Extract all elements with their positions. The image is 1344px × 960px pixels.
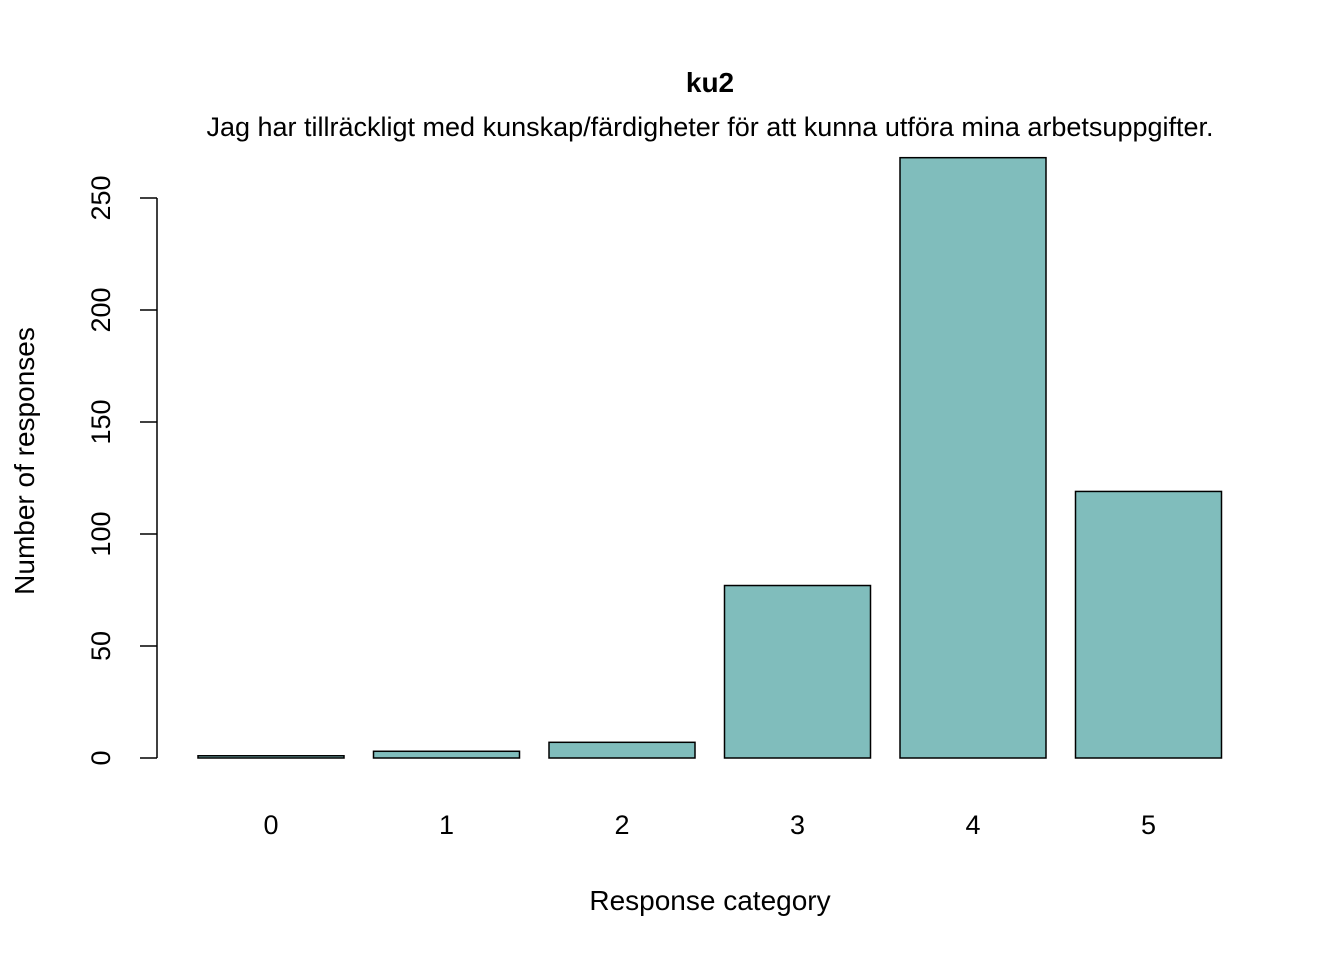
x-tick-label: 5 <box>1141 810 1156 840</box>
x-tick-label: 2 <box>614 810 629 840</box>
y-axis: 0 50 100 150 200 250 <box>86 175 158 766</box>
y-tick-label: 150 <box>86 399 116 444</box>
y-tick-label: 250 <box>86 175 116 220</box>
y-tick-label: 50 <box>86 631 116 661</box>
bar-1 <box>372 750 521 759</box>
bar-3 <box>723 584 872 759</box>
bar-0 <box>197 755 345 759</box>
y-tick-label: 0 <box>86 750 116 765</box>
bar-2 <box>548 741 696 759</box>
x-tick-label: 1 <box>439 810 454 840</box>
bar-4 <box>899 156 1047 759</box>
chart-subtitle: Jag har tillräckligt med kunskap/färdigh… <box>206 112 1213 142</box>
x-axis-label: Response category <box>589 885 830 916</box>
x-tick-labels: 0 1 2 3 4 5 <box>263 810 1156 840</box>
x-tick-label: 0 <box>263 810 278 840</box>
y-tick-label: 200 <box>86 287 116 332</box>
y-axis-label: Number of responses <box>9 327 40 595</box>
x-tick-label: 4 <box>965 810 980 840</box>
chart-title: ku2 <box>686 67 734 98</box>
bar-5 <box>1074 490 1223 759</box>
x-tick-label: 3 <box>790 810 805 840</box>
bars-group <box>197 156 1223 759</box>
y-tick-label: 100 <box>86 511 116 556</box>
